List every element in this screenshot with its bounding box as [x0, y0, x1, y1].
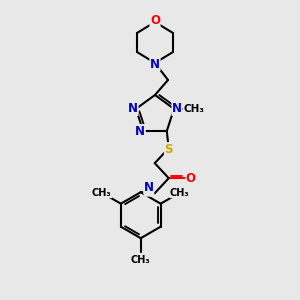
- Text: S: S: [164, 143, 173, 156]
- Text: CH₃: CH₃: [92, 188, 112, 198]
- Text: N: N: [135, 125, 145, 138]
- Text: N: N: [150, 58, 160, 70]
- Text: H: H: [144, 186, 153, 196]
- Text: CH₃: CH₃: [170, 188, 190, 198]
- Text: CH₃: CH₃: [184, 104, 205, 114]
- Text: O: O: [150, 14, 160, 28]
- Text: N: N: [128, 102, 138, 115]
- Text: CH₃: CH₃: [131, 255, 151, 265]
- Text: N: N: [172, 102, 182, 115]
- Text: O: O: [186, 172, 196, 185]
- Text: N: N: [144, 181, 154, 194]
